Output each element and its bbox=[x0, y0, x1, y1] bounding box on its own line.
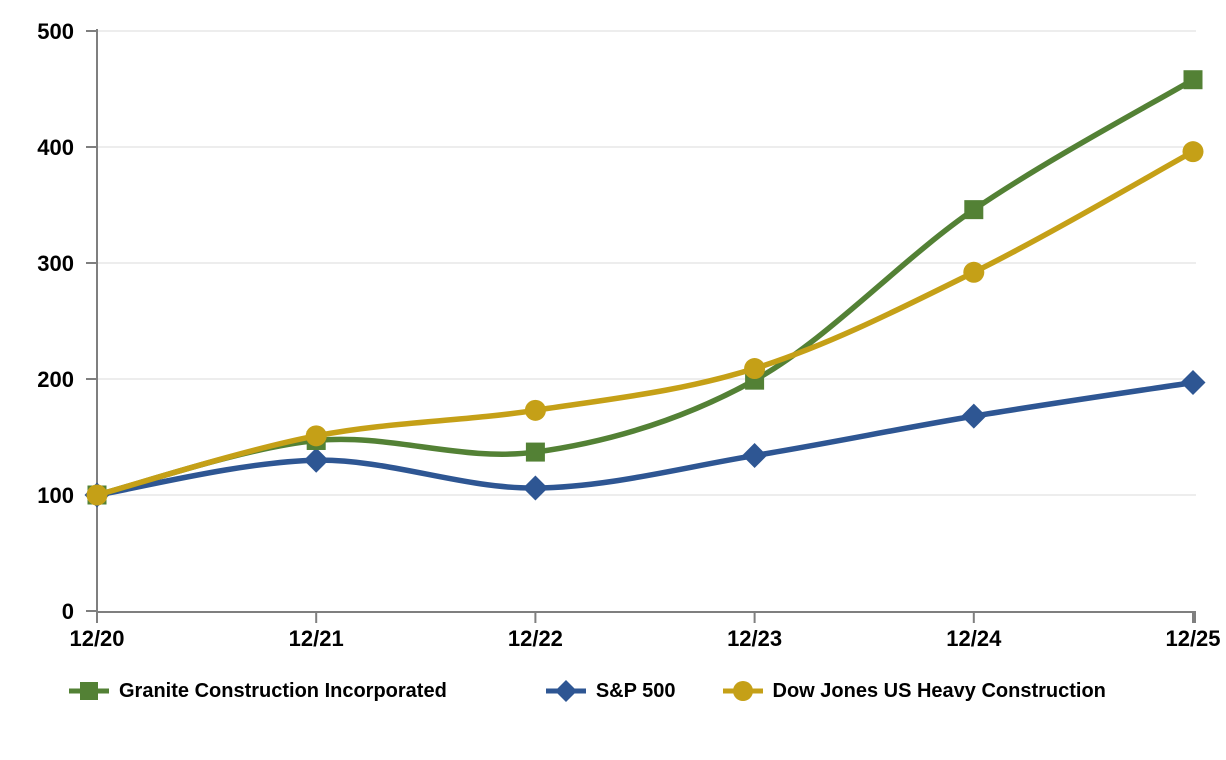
y-axis-tick-label: 500 bbox=[37, 19, 74, 44]
plot-area: 0 100 200 300 400 500 12/20 12/21 12/22 12/23 12/2… bbox=[37, 19, 1220, 651]
x-axis-tick-label: 12/24 bbox=[946, 626, 1002, 651]
series-marker-diamond bbox=[742, 443, 768, 469]
legend-circle-icon bbox=[722, 681, 763, 701]
y-axis-tick-label: 100 bbox=[37, 483, 74, 508]
y-axis-tick-label: 300 bbox=[37, 251, 74, 276]
x-axis-tick-label: 12/23 bbox=[727, 626, 782, 651]
y-axis-tick-label: 400 bbox=[37, 135, 74, 160]
series-marker-square bbox=[525, 442, 545, 462]
x-axis-tick-label: 12/20 bbox=[69, 626, 124, 651]
y-axis-tick-label: 0 bbox=[62, 599, 74, 624]
legend: Granite Construction Incorporated S&P 500… bbox=[0, 678, 1226, 704]
legend-square-icon bbox=[69, 682, 109, 700]
series-marker-square bbox=[1183, 70, 1203, 90]
series-marker-circle bbox=[524, 399, 546, 421]
series-marker-circle bbox=[1182, 141, 1204, 163]
legend-label: Granite Construction Incorporated bbox=[119, 679, 447, 702]
series-marker-diamond bbox=[303, 447, 329, 473]
series-line bbox=[94, 379, 1196, 498]
series-marker-circle bbox=[305, 425, 327, 447]
series-line bbox=[94, 76, 1196, 498]
series-marker-circle bbox=[86, 484, 108, 506]
legend-item: Granite Construction Incorporated bbox=[68, 678, 447, 704]
legend-label: S&P 500 bbox=[595, 679, 676, 702]
series-marker-circle bbox=[963, 261, 985, 283]
x-axis-tick-label: 12/22 bbox=[508, 626, 563, 651]
series-marker-circle bbox=[744, 358, 766, 380]
series-line bbox=[94, 148, 1196, 498]
series-marker-diamond bbox=[961, 403, 987, 429]
legend-diamond-icon bbox=[545, 680, 586, 702]
x-axis-tick-label: 12/25 bbox=[1165, 626, 1220, 651]
legend-label: Dow Jones US Heavy Construction bbox=[772, 679, 1106, 702]
legend-item: Dow Jones US Heavy Construction bbox=[722, 678, 1106, 704]
legend-item: S&P 500 bbox=[545, 678, 676, 704]
x-axis-tick-label: 12/21 bbox=[289, 626, 344, 651]
series-marker-diamond bbox=[522, 475, 548, 501]
series-marker-square bbox=[964, 200, 984, 220]
series-marker-diamond bbox=[1180, 369, 1206, 395]
y-axis-tick-label: 200 bbox=[37, 367, 74, 392]
